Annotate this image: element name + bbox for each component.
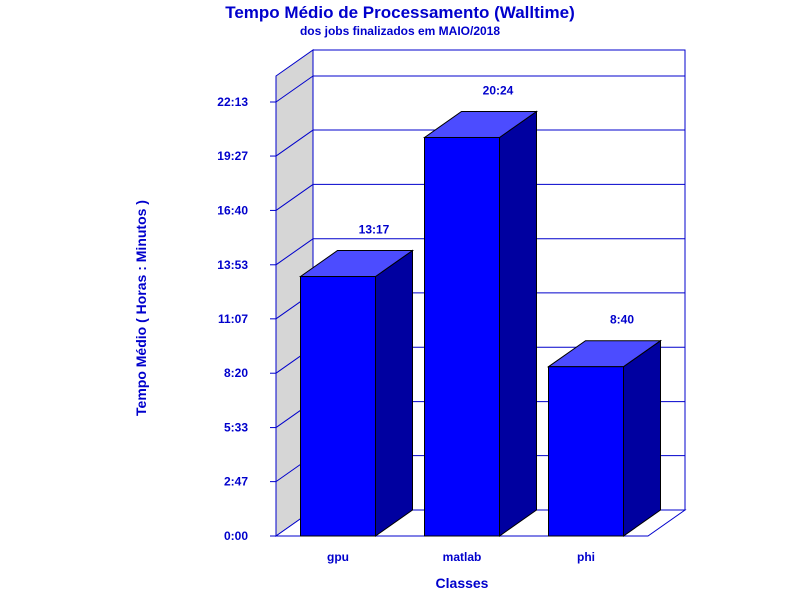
bar-side [375, 249, 413, 537]
bar-matlab [422, 110, 539, 537]
grid-line-side [275, 238, 314, 266]
x-tick-label: gpu [327, 550, 349, 564]
y-axis-label: Tempo Médio ( Horas : Minutos ) [133, 200, 149, 416]
bar-phi [546, 339, 663, 537]
bar-side [623, 339, 661, 537]
grid-line-side [275, 75, 314, 103]
bar-front [424, 136, 500, 537]
y-tick-label: 22:13 [217, 95, 248, 109]
y-tick-label: 0:00 [224, 529, 248, 543]
bars [298, 110, 663, 537]
y-tick-label: 16:40 [217, 203, 248, 217]
x-axis-ticks: gpu matlab phi [327, 550, 595, 564]
y-tick-label: 8:20 [224, 366, 248, 380]
data-label: 8:40 [610, 313, 634, 327]
chart-subtitle: dos jobs finalizados em MAIO/2018 [300, 24, 500, 38]
x-axis-label: Classes [436, 575, 489, 591]
y-tick-label: 5:33 [224, 421, 248, 435]
bar-side [499, 110, 537, 537]
x-tick-label: matlab [443, 550, 482, 564]
data-labels: 13:17 20:24 8:40 [359, 83, 635, 326]
y-tick-label: 19:27 [217, 149, 248, 163]
y-tick-label: 13:53 [217, 258, 248, 272]
grid-line-side [275, 184, 314, 211]
data-label: 13:17 [359, 223, 390, 237]
bar-front [548, 366, 624, 537]
x-tick-label: phi [577, 550, 595, 564]
bar-gpu [298, 249, 415, 537]
chart-title: Tempo Médio de Processamento (Walltime) [225, 3, 575, 22]
data-label: 20:24 [483, 83, 514, 97]
y-tick-label: 11:07 [218, 312, 248, 326]
y-tick-label: 2:47 [224, 475, 248, 489]
bar-front [300, 276, 376, 537]
grid-line-side [275, 129, 314, 157]
y-axis-ticks: 0:00 2:47 5:33 8:20 11:07 13:53 16:40 19:27 22:1… [217, 76, 648, 543]
